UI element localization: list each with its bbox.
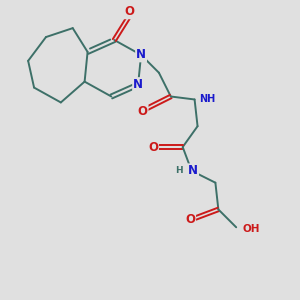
Text: O: O — [148, 140, 158, 154]
Text: NH: NH — [199, 94, 215, 104]
Text: N: N — [188, 164, 198, 177]
Text: H: H — [175, 166, 183, 175]
Text: O: O — [138, 105, 148, 118]
Text: O: O — [185, 213, 195, 226]
Text: O: O — [124, 5, 134, 18]
Text: N: N — [136, 48, 146, 62]
Text: OH: OH — [242, 224, 260, 234]
Text: N: N — [133, 78, 143, 91]
